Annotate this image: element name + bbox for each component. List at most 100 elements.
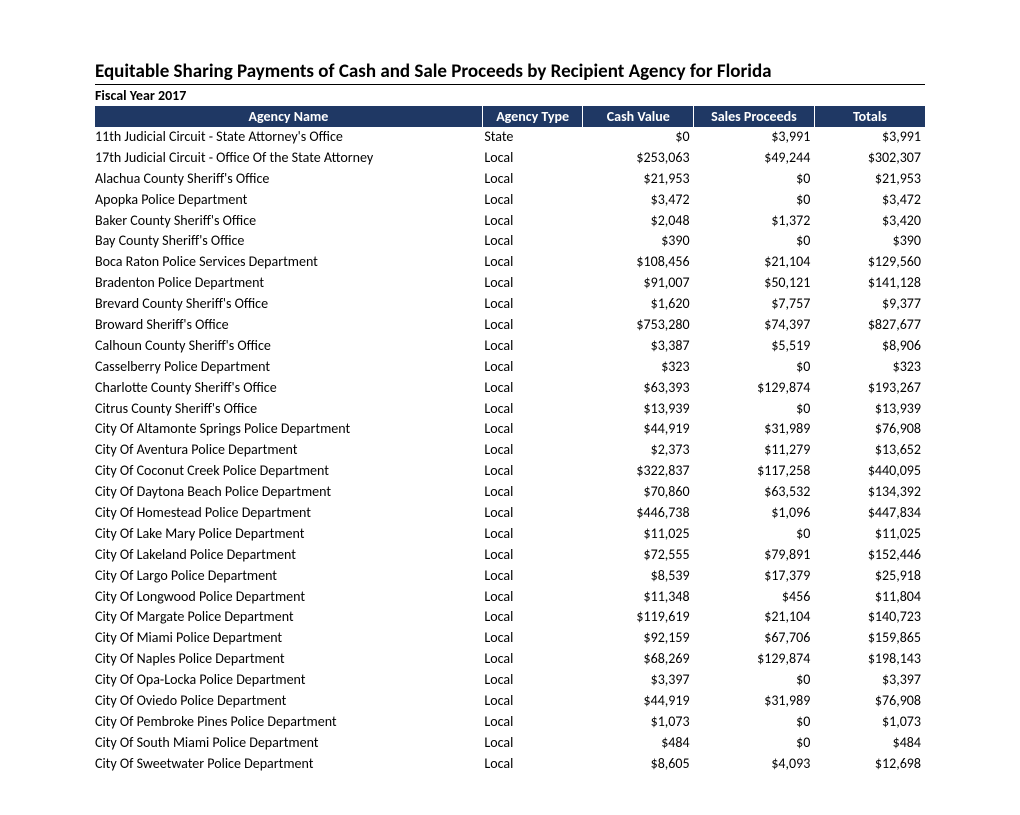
cell-cash-value: $390 [583, 231, 694, 252]
cell-agency-type: Local [482, 482, 583, 503]
cell-cash-value: $1,620 [583, 294, 694, 315]
report-page: Equitable Sharing Payments of Cash and S… [0, 0, 1020, 815]
cell-total: $198,143 [814, 649, 925, 670]
cell-sales-proceeds: $129,874 [694, 378, 815, 399]
cell-agency-type: Local [482, 628, 583, 649]
cell-cash-value: $119,619 [583, 607, 694, 628]
cell-cash-value: $8,605 [583, 754, 694, 775]
cell-cash-value: $253,063 [583, 148, 694, 169]
cell-agency-name: City Of Margate Police Department [95, 607, 482, 628]
cell-agency-name: Boca Raton Police Services Department [95, 252, 482, 273]
cell-sales-proceeds: $49,244 [694, 148, 815, 169]
cell-total: $159,865 [814, 628, 925, 649]
table-row: City Of Aventura Police DepartmentLocal$… [95, 440, 925, 461]
cell-agency-type: Local [482, 169, 583, 190]
col-header-agency-name: Agency Name [95, 106, 482, 127]
cell-cash-value: $70,860 [583, 482, 694, 503]
cell-total: $11,025 [814, 524, 925, 545]
cell-cash-value: $21,953 [583, 169, 694, 190]
cell-sales-proceeds: $0 [694, 190, 815, 211]
cell-total: $140,723 [814, 607, 925, 628]
payments-table: Agency Name Agency Type Cash Value Sales… [95, 106, 925, 775]
cell-sales-proceeds: $0 [694, 169, 815, 190]
table-row: City Of Sweetwater Police DepartmentLoca… [95, 754, 925, 775]
table-row: Charlotte County Sheriff's OfficeLocal$6… [95, 378, 925, 399]
cell-agency-type: Local [482, 503, 583, 524]
cell-sales-proceeds: $117,258 [694, 461, 815, 482]
cell-agency-name: City Of Miami Police Department [95, 628, 482, 649]
cell-total: $8,906 [814, 336, 925, 357]
cell-sales-proceeds: $1,372 [694, 211, 815, 232]
cell-agency-type: Local [482, 231, 583, 252]
cell-cash-value: $91,007 [583, 273, 694, 294]
cell-sales-proceeds: $0 [694, 670, 815, 691]
cell-sales-proceeds: $31,989 [694, 419, 815, 440]
cell-agency-name: Broward Sheriff's Office [95, 315, 482, 336]
col-header-sales-proceeds: Sales Proceeds [694, 106, 815, 127]
table-row: Broward Sheriff's OfficeLocal$753,280$74… [95, 315, 925, 336]
cell-agency-name: Calhoun County Sheriff's Office [95, 336, 482, 357]
cell-cash-value: $3,397 [583, 670, 694, 691]
cell-agency-name: Citrus County Sheriff's Office [95, 399, 482, 420]
cell-total: $25,918 [814, 566, 925, 587]
cell-agency-name: City Of Lakeland Police Department [95, 545, 482, 566]
cell-total: $440,095 [814, 461, 925, 482]
cell-cash-value: $68,269 [583, 649, 694, 670]
cell-total: $302,307 [814, 148, 925, 169]
cell-agency-type: Local [482, 399, 583, 420]
cell-total: $141,128 [814, 273, 925, 294]
cell-agency-type: Local [482, 461, 583, 482]
cell-agency-type: Local [482, 252, 583, 273]
cell-cash-value: $8,539 [583, 566, 694, 587]
cell-agency-type: Local [482, 357, 583, 378]
cell-total: $9,377 [814, 294, 925, 315]
cell-agency-type: Local [482, 440, 583, 461]
col-header-cash-value: Cash Value [583, 106, 694, 127]
cell-agency-type: Local [482, 691, 583, 712]
cell-agency-type: Local [482, 587, 583, 608]
cell-sales-proceeds: $0 [694, 712, 815, 733]
table-row: City Of South Miami Police DepartmentLoc… [95, 733, 925, 754]
cell-agency-type: Local [482, 566, 583, 587]
cell-cash-value: $446,738 [583, 503, 694, 524]
cell-agency-type: State [482, 127, 583, 148]
table-row: City Of Largo Police DepartmentLocal$8,5… [95, 566, 925, 587]
table-row: Baker County Sheriff's OfficeLocal$2,048… [95, 211, 925, 232]
cell-total: $13,939 [814, 399, 925, 420]
cell-total: $152,446 [814, 545, 925, 566]
cell-sales-proceeds: $31,989 [694, 691, 815, 712]
table-row: City Of Opa-Locka Police DepartmentLocal… [95, 670, 925, 691]
cell-sales-proceeds: $67,706 [694, 628, 815, 649]
cell-cash-value: $484 [583, 733, 694, 754]
cell-agency-name: City Of Coconut Creek Police Department [95, 461, 482, 482]
cell-agency-type: Local [482, 607, 583, 628]
cell-agency-name: Alachua County Sheriff's Office [95, 169, 482, 190]
cell-agency-type: Local [482, 211, 583, 232]
cell-total: $12,698 [814, 754, 925, 775]
cell-cash-value: $0 [583, 127, 694, 148]
table-row: City Of Coconut Creek Police DepartmentL… [95, 461, 925, 482]
cell-agency-name: Charlotte County Sheriff's Office [95, 378, 482, 399]
cell-agency-name: City Of South Miami Police Department [95, 733, 482, 754]
table-row: Boca Raton Police Services DepartmentLoc… [95, 252, 925, 273]
cell-cash-value: $13,939 [583, 399, 694, 420]
cell-cash-value: $72,555 [583, 545, 694, 566]
table-row: Bay County Sheriff's OfficeLocal$390$0$3… [95, 231, 925, 252]
cell-agency-type: Local [482, 649, 583, 670]
table-header-row: Agency Name Agency Type Cash Value Sales… [95, 106, 925, 127]
cell-agency-type: Local [482, 378, 583, 399]
table-row: City Of Pembroke Pines Police Department… [95, 712, 925, 733]
cell-sales-proceeds: $0 [694, 733, 815, 754]
cell-cash-value: $1,073 [583, 712, 694, 733]
cell-sales-proceeds: $50,121 [694, 273, 815, 294]
cell-total: $323 [814, 357, 925, 378]
cell-agency-name: Bradenton Police Department [95, 273, 482, 294]
cell-agency-name: City Of Naples Police Department [95, 649, 482, 670]
cell-cash-value: $2,048 [583, 211, 694, 232]
cell-sales-proceeds: $11,279 [694, 440, 815, 461]
cell-total: $827,677 [814, 315, 925, 336]
table-row: Citrus County Sheriff's OfficeLocal$13,9… [95, 399, 925, 420]
cell-agency-name: City Of Homestead Police Department [95, 503, 482, 524]
cell-total: $193,267 [814, 378, 925, 399]
cell-agency-type: Local [482, 419, 583, 440]
